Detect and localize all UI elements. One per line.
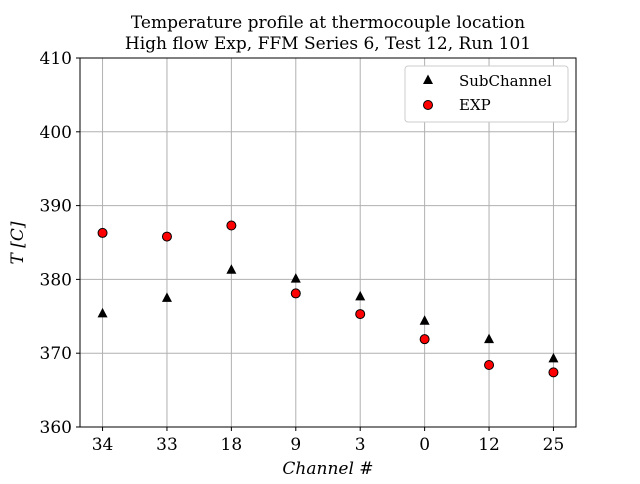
plot-frame <box>79 57 577 428</box>
subchannel-point <box>548 352 559 363</box>
subchannel-point <box>419 315 430 325</box>
legend-marker-subchannel <box>423 74 433 84</box>
x-tick-label: 18 <box>221 435 243 455</box>
x-tick-label: 3 <box>355 435 366 455</box>
subchannel-point <box>161 292 172 302</box>
y-axis-label: T [C] <box>8 221 28 264</box>
exp-point <box>97 227 108 238</box>
y-tick-label: 370 <box>40 344 72 364</box>
exp-point <box>419 334 430 345</box>
subchannel-point <box>290 273 301 283</box>
exp-point <box>484 360 495 371</box>
y-tick-label: 390 <box>40 197 72 217</box>
legend-label-exp: EXP <box>459 96 491 114</box>
chart-title-line-2: High flow Exp, FFM Series 6, Test 12, Ru… <box>125 34 531 54</box>
exp-point <box>290 288 301 299</box>
subchannel-point <box>97 307 108 318</box>
x-tick-label: 33 <box>156 435 178 455</box>
y-tick-label: 400 <box>40 123 72 143</box>
x-tick-label: 34 <box>92 435 114 455</box>
data-marks <box>97 220 559 378</box>
subchannel-point <box>226 264 237 274</box>
y-tick-label: 410 <box>40 49 72 69</box>
subchannel-point <box>355 290 366 301</box>
exp-point <box>161 231 172 242</box>
subchannel-point <box>484 333 495 344</box>
y-tick-label: 380 <box>40 270 72 290</box>
legend-box <box>404 65 569 123</box>
legend-marker-exp <box>423 100 433 110</box>
x-tick-label: 12 <box>478 435 500 455</box>
x-tick-label: 0 <box>419 435 430 455</box>
ticks: 34 33 18 9 3 0 12 25 360 370 380 390 400 410 <box>40 49 565 455</box>
x-axis-label: Channel # <box>282 459 373 479</box>
exp-point <box>355 309 366 320</box>
exp-point <box>548 367 559 378</box>
legend: SubChannel EXP <box>404 65 569 123</box>
x-tick-label: 25 <box>543 435 565 455</box>
y-tick-label: 360 <box>40 418 72 438</box>
x-tick-label: 9 <box>290 435 301 455</box>
legend-label-subchannel: SubChannel <box>459 72 552 90</box>
chart-title-line-1: Temperature profile at thermocouple loca… <box>131 13 525 33</box>
exp-point <box>226 220 237 231</box>
